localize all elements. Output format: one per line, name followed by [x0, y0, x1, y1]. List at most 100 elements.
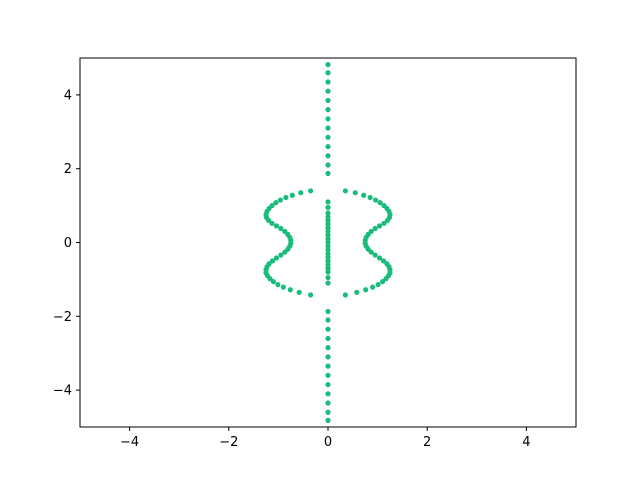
data-point: [370, 284, 376, 290]
data-point: [325, 250, 331, 257]
data-point: [325, 372, 331, 378]
x-tick-label: 0: [324, 435, 332, 450]
data-point: [376, 255, 383, 261]
data-point: [325, 363, 331, 369]
data-point: [325, 162, 331, 168]
data-point: [325, 258, 331, 264]
data-point: [325, 354, 331, 360]
data-point: [325, 232, 331, 238]
data-point: [325, 262, 331, 268]
data-point: [325, 88, 331, 94]
data-point: [376, 223, 383, 229]
data-point: [269, 220, 275, 226]
data-point: [352, 190, 358, 196]
data-point: [325, 381, 331, 388]
data-point: [377, 200, 383, 206]
data-point: [380, 258, 387, 264]
data-point: [381, 220, 387, 226]
data-point: [363, 287, 369, 293]
data-point: [278, 225, 284, 232]
data-point: [325, 79, 331, 85]
data-point: [375, 281, 381, 288]
data-point: [325, 400, 331, 406]
y-axis: −4 −2 0 2 4: [53, 88, 80, 399]
data-point: [368, 249, 374, 255]
data-point: [275, 281, 281, 288]
data-point: [325, 153, 331, 159]
data-point: [342, 292, 348, 298]
data-point: [325, 308, 331, 315]
data-point: [325, 134, 331, 140]
data-point: [325, 125, 331, 131]
data-point: [265, 217, 272, 223]
data-point: [298, 190, 304, 196]
x-tick-label: 2: [423, 435, 431, 450]
data-point: [325, 199, 331, 205]
x-tick-label: 4: [522, 435, 530, 450]
data-point: [325, 239, 331, 246]
data-point: [308, 188, 314, 194]
data-point: [270, 279, 277, 285]
data-point: [379, 279, 386, 285]
data-point: [325, 225, 331, 231]
data-point: [384, 217, 391, 223]
data-point: [325, 107, 331, 113]
data-point: [325, 143, 331, 150]
data-point: [361, 192, 367, 198]
y-tick-label: −4: [53, 384, 72, 399]
data-point: [325, 254, 331, 260]
data-point: [325, 417, 331, 423]
data-point: [278, 252, 284, 258]
data-point: [372, 252, 378, 258]
data-point: [273, 223, 280, 229]
y-tick-label: 4: [64, 88, 72, 103]
data-point: [325, 70, 331, 76]
data-point: [383, 276, 389, 282]
data-point: [325, 345, 331, 351]
data-point: [325, 228, 331, 235]
data-point: [325, 116, 331, 122]
x-tick-label: −4: [120, 435, 139, 450]
data-point: [325, 236, 331, 242]
data-point: [287, 287, 293, 293]
data-point: [283, 194, 289, 201]
y-tick-label: 2: [64, 162, 72, 177]
points-layer: [263, 62, 393, 423]
data-point: [325, 247, 331, 253]
data-point: [325, 214, 331, 220]
data-point: [325, 62, 331, 68]
data-point: [325, 210, 331, 216]
data-point: [325, 217, 331, 223]
data-point: [373, 197, 379, 203]
y-tick-label: 0: [64, 236, 72, 251]
data-point: [325, 265, 331, 271]
y-tick-label: −2: [53, 310, 72, 325]
data-point: [325, 391, 331, 397]
data-point: [289, 192, 295, 198]
data-point: [273, 200, 279, 206]
data-point: [325, 204, 331, 211]
data-point: [325, 97, 331, 104]
x-tick-label: −2: [219, 435, 238, 450]
data-point: [277, 197, 283, 203]
data-point: [267, 276, 273, 282]
data-point: [325, 326, 331, 332]
data-point: [280, 284, 286, 290]
data-point: [354, 289, 360, 295]
data-point: [269, 258, 276, 264]
data-point: [282, 249, 288, 255]
data-point: [372, 225, 378, 232]
data-point: [325, 221, 331, 227]
data-point: [296, 289, 302, 295]
data-point: [325, 170, 331, 177]
data-point: [308, 292, 314, 298]
x-axis: −4 −2 0 2 4: [120, 427, 531, 450]
data-point: [325, 409, 331, 415]
data-point: [367, 194, 373, 201]
data-point: [325, 274, 331, 281]
data-point: [325, 243, 331, 249]
data-point: [342, 188, 348, 194]
data-point: [325, 317, 331, 323]
data-point: [325, 280, 331, 286]
